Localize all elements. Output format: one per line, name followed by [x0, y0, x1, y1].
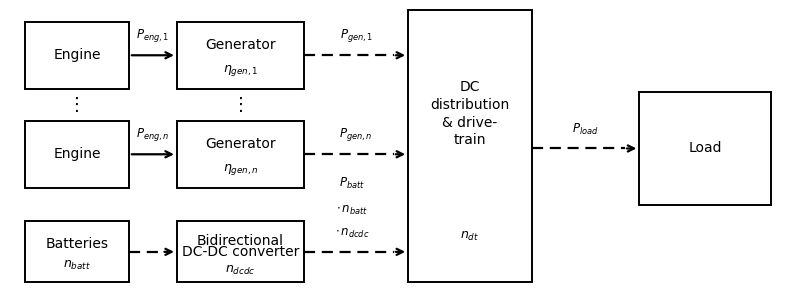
Text: Engine: Engine	[54, 48, 101, 62]
Text: $P_{load}$: $P_{load}$	[572, 122, 598, 137]
Text: $n_{dt}$: $n_{dt}$	[460, 230, 479, 243]
FancyBboxPatch shape	[26, 221, 129, 283]
FancyBboxPatch shape	[26, 121, 129, 188]
Text: $P_{gen,n}$: $P_{gen,n}$	[339, 126, 373, 143]
Text: Load: Load	[688, 141, 722, 156]
FancyBboxPatch shape	[408, 10, 531, 283]
Text: $P_{gen,1}$: $P_{gen,1}$	[339, 27, 373, 44]
Text: Batteries: Batteries	[46, 237, 109, 251]
Text: $\cdot\,n_{dcdc}$: $\cdot\,n_{dcdc}$	[335, 227, 370, 240]
Text: DC-DC converter: DC-DC converter	[182, 245, 299, 259]
Text: DC
distribution
& drive-
train: DC distribution & drive- train	[430, 80, 510, 147]
Text: $\eta_{gen,n}$: $\eta_{gen,n}$	[222, 161, 258, 176]
Text: $P_{eng,1}$: $P_{eng,1}$	[136, 27, 170, 44]
Text: $\cdot\,n_{batt}$: $\cdot\,n_{batt}$	[336, 204, 368, 217]
Text: Generator: Generator	[206, 38, 276, 52]
Text: Generator: Generator	[206, 137, 276, 151]
FancyBboxPatch shape	[639, 92, 770, 205]
Text: Bidirectional: Bidirectional	[197, 234, 284, 248]
Text: ⋮: ⋮	[68, 96, 86, 114]
Text: $n_{dcdc}$: $n_{dcdc}$	[226, 264, 256, 277]
FancyBboxPatch shape	[26, 22, 129, 89]
Text: $P_{batt}$: $P_{batt}$	[339, 176, 365, 191]
Text: $\eta_{gen,1}$: $\eta_{gen,1}$	[222, 63, 258, 78]
Text: $n_{batt}$: $n_{batt}$	[63, 259, 91, 273]
FancyBboxPatch shape	[177, 221, 304, 283]
FancyBboxPatch shape	[177, 22, 304, 89]
Text: ⋮: ⋮	[231, 96, 250, 114]
Text: Engine: Engine	[54, 147, 101, 161]
Text: $P_{eng,n}$: $P_{eng,n}$	[136, 126, 170, 143]
FancyBboxPatch shape	[177, 121, 304, 188]
